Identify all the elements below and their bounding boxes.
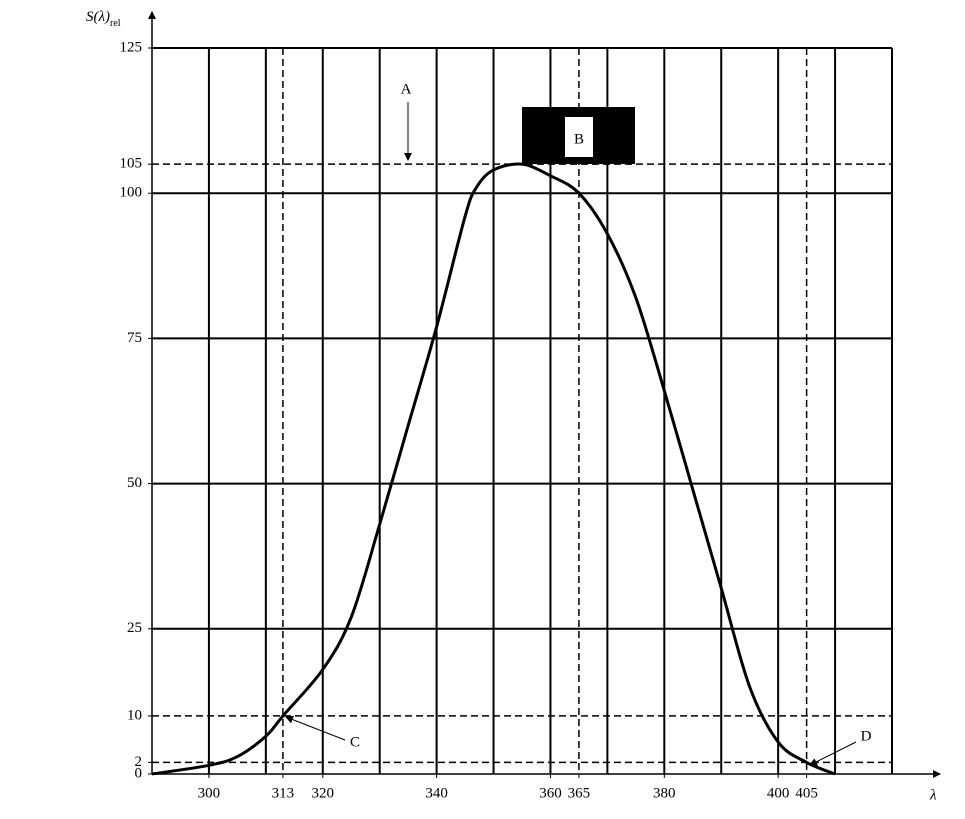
curve xyxy=(151,162,836,776)
x-tick-label: 405 xyxy=(795,785,818,801)
x-tick-label: 313 xyxy=(272,785,295,801)
annotation: B xyxy=(574,131,584,147)
y-tick-label: 25 xyxy=(127,620,142,636)
y-tick-label: 105 xyxy=(120,156,143,172)
y-axis-label-sub: rel xyxy=(110,18,121,29)
y-axis-label: S(λ)rel xyxy=(86,9,121,29)
x-axis-label: λ xyxy=(929,787,937,803)
x-tick-label: 365 xyxy=(568,785,591,801)
y-tick-label: 10 xyxy=(127,707,142,723)
y-tick-label: 50 xyxy=(127,475,142,491)
y-axis-label-main: S(λ) xyxy=(86,9,110,25)
annotation-arrow xyxy=(809,741,857,766)
y-tick-label: 125 xyxy=(120,39,143,55)
x-tick-label: 320 xyxy=(312,785,335,801)
x-tick-label: 360 xyxy=(539,785,562,801)
x-tick-label: 340 xyxy=(425,785,448,801)
annotation-arrow xyxy=(285,715,346,741)
annotation-box-inner xyxy=(565,117,593,157)
y-tick-label: 100 xyxy=(120,185,143,201)
x-tick-label: 400 xyxy=(767,785,790,801)
y-tick-label: 0 xyxy=(135,765,143,781)
y-tick-label: 2 xyxy=(135,754,143,770)
annotation: A xyxy=(401,81,412,97)
annotation: C xyxy=(350,734,360,750)
x-tick-label: 380 xyxy=(653,785,676,801)
x-tick-label: 300 xyxy=(198,785,221,801)
y-tick-label: 75 xyxy=(127,330,142,346)
annotation: D xyxy=(861,728,872,744)
